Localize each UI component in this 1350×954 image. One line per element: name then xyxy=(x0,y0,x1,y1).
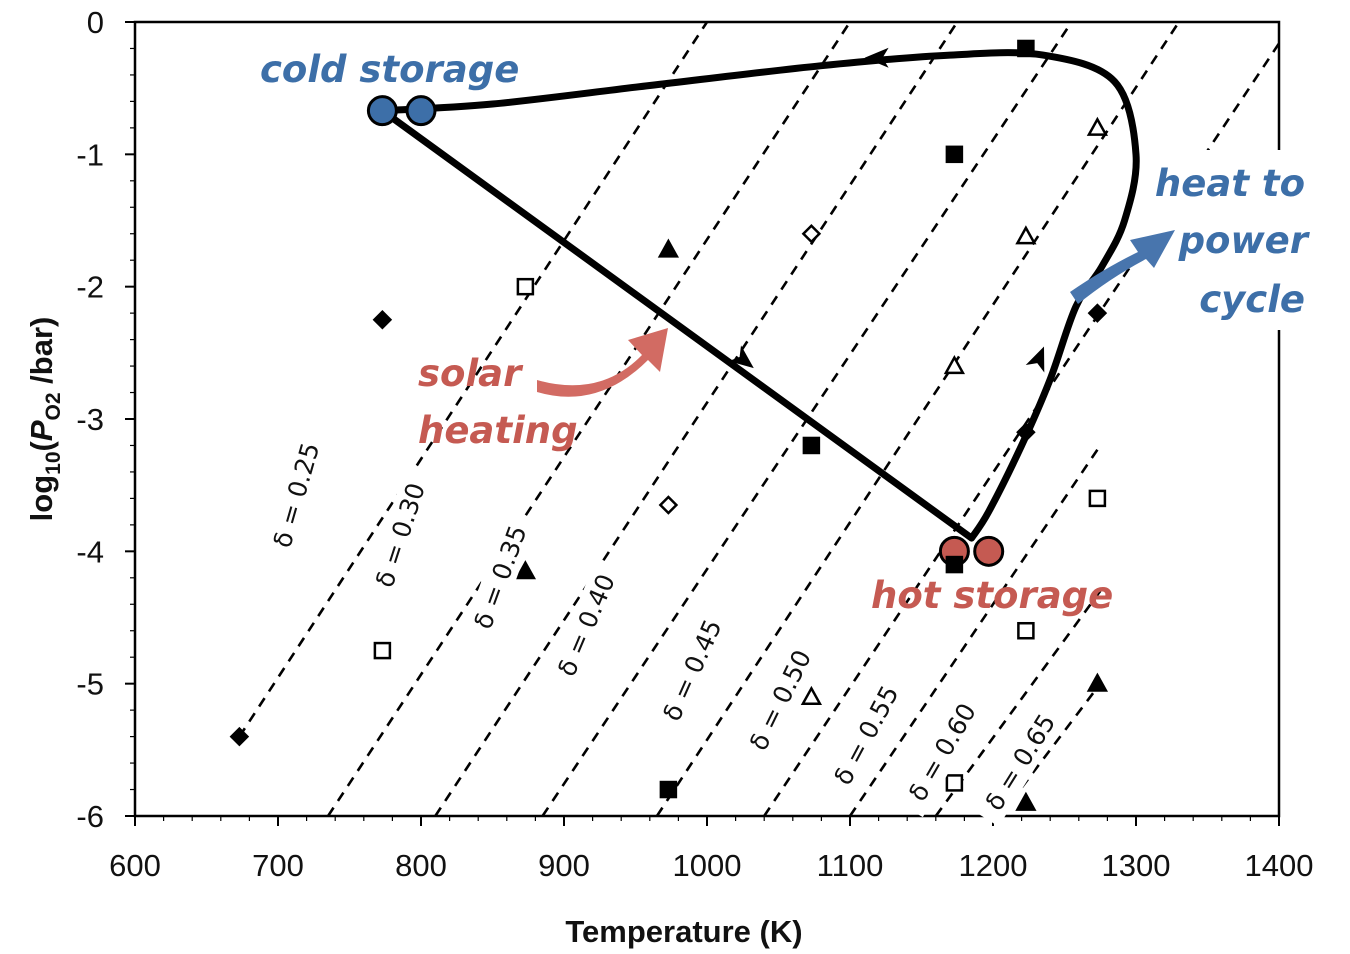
cycle-arrowhead xyxy=(1025,346,1045,373)
iso-line xyxy=(434,22,959,816)
solar-label: solar xyxy=(418,352,524,395)
x-tick-label: 800 xyxy=(395,848,447,883)
data-point-triangle xyxy=(1086,672,1109,692)
delta-label-bg xyxy=(262,427,330,563)
data-markers xyxy=(229,39,1109,811)
x-tick-label: 1100 xyxy=(817,848,884,883)
x-axis-label: Temperature (K) xyxy=(565,914,802,949)
data-point-triangle xyxy=(943,354,966,375)
data-point-square xyxy=(802,436,821,455)
cold-storage-label: cold storage xyxy=(260,48,519,91)
data-point-square xyxy=(516,277,535,296)
cycle-layer xyxy=(366,47,1140,567)
x-tick-label: 700 xyxy=(252,848,304,883)
heat-to-power-label: heat to xyxy=(1155,162,1305,205)
data-point-triangle xyxy=(514,560,537,580)
cold-storage-point xyxy=(366,95,398,127)
y-tick-label: -1 xyxy=(76,137,104,172)
delta-labels: δ = 0.25 δ = 0.30 δ = 0.35 δ = 0.40 δ = 0.45… xyxy=(262,427,1069,827)
y-label-unit: /bar) xyxy=(24,317,59,393)
data-point-square xyxy=(945,774,964,792)
delta-label-bg xyxy=(971,697,1069,827)
annotations: cold storage hot storage solar heating heat … xyxy=(260,48,1340,617)
iso-line xyxy=(238,22,709,738)
delta-label: δ = 0.60 xyxy=(903,698,982,806)
y-tick-label: 0 xyxy=(87,5,104,40)
iso-line xyxy=(848,444,1102,816)
data-point-square xyxy=(659,780,678,799)
y-tick-label: -5 xyxy=(76,667,104,702)
delta-label-bg xyxy=(736,633,824,767)
axes: 600 700 800 900 1000 1100 1200 1300 1400 0 -1 -2 -3 -… xyxy=(76,5,1313,883)
y-axis-label: log10(PO2 /bar) xyxy=(24,317,65,522)
delta-label-bg xyxy=(650,603,734,737)
y-tick-label: -4 xyxy=(76,534,104,569)
cycle-arrowhead xyxy=(864,47,889,68)
y-tick-label: -6 xyxy=(76,799,104,834)
y-label-p: P xyxy=(24,420,59,441)
x-tick-label: 1000 xyxy=(673,848,742,883)
y-tick-label: -2 xyxy=(76,270,104,305)
delta-label: δ = 0.30 xyxy=(370,479,431,590)
x-tick-label: 1200 xyxy=(959,848,1028,883)
hot-storage-point xyxy=(973,535,1005,567)
data-point-square xyxy=(1017,621,1035,640)
iso-line xyxy=(763,41,1279,816)
data-point-triangle xyxy=(1015,791,1037,811)
delta-label-bg xyxy=(820,669,912,801)
data-point-diamond xyxy=(229,726,250,747)
y-tick-label: -3 xyxy=(76,402,104,437)
iso-line xyxy=(655,22,1180,816)
x-tick-label: 1400 xyxy=(1245,848,1314,883)
delta-label-bg xyxy=(545,557,627,693)
x-tick-label: 600 xyxy=(109,848,161,883)
heating-label: heating xyxy=(418,409,578,452)
hot-storage-label: hot storage xyxy=(871,574,1113,617)
solar-heating-arrow xyxy=(537,328,668,397)
data-point-triangle xyxy=(800,685,823,705)
heat-to-power-label: power xyxy=(1178,219,1311,262)
data-point-triangle xyxy=(657,238,680,258)
data-point-square xyxy=(373,641,392,660)
data-point-diamond xyxy=(1087,303,1108,323)
plot-frame xyxy=(133,20,1281,818)
data-point-diamond xyxy=(372,309,393,330)
data-point-diamond xyxy=(658,495,679,515)
data-point-diamond xyxy=(1016,422,1036,443)
delta-label-bg xyxy=(462,509,538,645)
delta-label: δ = 0.25 xyxy=(268,439,326,551)
iso-line xyxy=(326,22,852,816)
delta-label-bg xyxy=(895,686,989,818)
data-point-triangle xyxy=(1086,116,1109,136)
data-point-square xyxy=(1088,489,1107,508)
y-label-paren: ( xyxy=(24,440,59,451)
data-point-square xyxy=(945,555,964,574)
data-point-square xyxy=(1017,39,1035,58)
cycle-path xyxy=(378,49,1140,542)
heat-to-power-arrow xyxy=(1070,230,1175,304)
heat-label-bg xyxy=(1150,150,1340,330)
delta-label: δ = 0.65 xyxy=(980,709,1062,816)
data-point-square xyxy=(945,145,964,164)
y-label-log: log xyxy=(24,475,59,522)
axis-titles: Temperature (K) log10(PO2 /bar) xyxy=(24,317,803,949)
data-point-triangle xyxy=(1015,225,1037,245)
delta-label: δ = 0.55 xyxy=(828,681,904,790)
cycle-arrowhead xyxy=(728,345,754,369)
delta-label-bg xyxy=(364,467,436,603)
x-tick-label: 900 xyxy=(538,848,590,883)
y-label-subo2: O2 xyxy=(42,392,65,420)
cold-storage-point xyxy=(405,95,437,127)
data-point-diamond xyxy=(801,223,822,244)
x-tick-label: 1300 xyxy=(1102,848,1171,883)
y-label-sub10: 10 xyxy=(42,451,65,474)
heat-to-power-label: cycle xyxy=(1199,278,1305,321)
